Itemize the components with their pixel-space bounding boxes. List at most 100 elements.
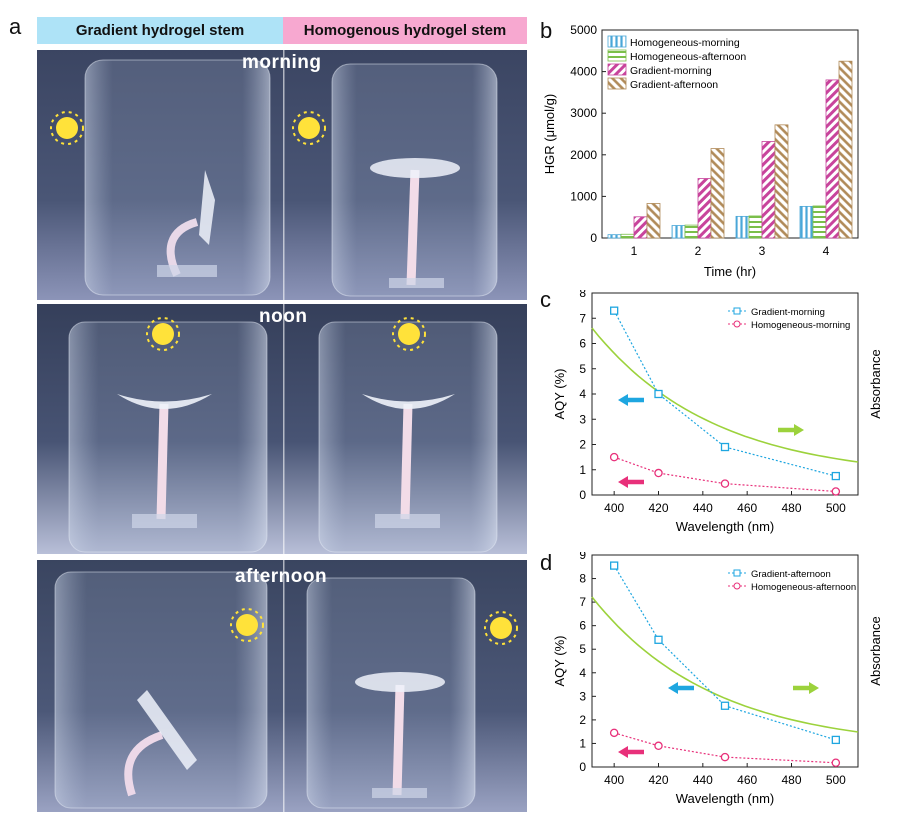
x-tick-label-b: 3 [759,244,766,258]
bulb-icon-noon-left [146,317,180,351]
bar [774,124,789,239]
x-tick-label: 420 [648,501,668,515]
x-axis-label: Wavelength (nm) [676,519,775,534]
bar [748,215,763,239]
y-tick-label: 6 [579,619,586,633]
panel-label-c: c [540,287,551,312]
legend-marker [733,320,741,328]
data-point [610,561,619,570]
y-tick-label: 5 [579,362,586,376]
absorbance-curve [591,596,859,733]
caption-morning: morning [242,52,322,73]
y-tick-label: 9 [579,552,586,562]
bar [607,234,622,239]
data-point [831,487,841,496]
axis-arrow-head [618,746,628,758]
panel-label-d: d [540,550,553,575]
y-tick-label: 4 [579,387,586,401]
panel-label-b: b [540,18,553,43]
legend-label-b: Homogeneous-morning [630,37,740,49]
legend-label: Homogeneous-afternoon [751,582,856,593]
y-tick-label: 6 [579,337,586,351]
series-line [613,732,836,764]
y2-axis-label: Absorbance [868,616,883,685]
bulb-icon-morning-right [292,111,326,145]
legend-swatch-b [607,63,627,76]
y-axis-label: AQY (%) [552,368,567,419]
bar [710,148,725,239]
x-tick-label: 460 [737,773,757,787]
bulb-icon-noon-right [392,317,426,351]
bar [671,225,686,239]
data-point [831,735,840,745]
y-tick-label: 2 [579,713,586,727]
data-point [720,701,730,710]
x-tick-label: 420 [648,773,668,787]
x-tick-label: 440 [693,501,713,515]
y-tick-label-b: 4000 [570,65,597,79]
data-point [609,452,619,462]
data-point [720,479,730,488]
legend-swatch-b [607,49,627,62]
data-point [654,389,663,399]
data-point [654,635,663,644]
x-tick-label: 440 [693,773,713,787]
bar [735,215,750,239]
y-tick-label: 0 [579,488,586,502]
legend-label: Homogeneous-morning [751,320,850,331]
absorbance-curve [591,327,859,463]
series-line [613,310,836,477]
photo-morning: morning [37,50,527,300]
bar [684,224,699,239]
bar [799,205,814,239]
y-tick-label: 3 [579,689,586,703]
y-tick-label: 0 [579,760,586,774]
caption-afternoon: afternoon [235,566,328,587]
legend-label-b: Gradient-afternoon [630,79,718,91]
legend-swatch-b [607,77,627,90]
x-axis-label: Wavelength (nm) [676,791,775,806]
legend-label: Gradient-morning [751,307,825,318]
y2-axis-label: Absorbance [868,349,883,418]
data-point [720,442,730,452]
bar [825,79,840,239]
series-line [613,456,836,493]
axis-arrow-head [618,394,628,406]
y-tick-label: 8 [579,572,586,586]
x-tick-label: 500 [826,501,846,515]
y-tick-label-b: 2000 [570,148,597,162]
legend-label-b: Gradient-morning [630,65,712,77]
bulb-icon-morning-left [50,111,84,145]
x-tick-label: 460 [737,501,757,515]
data-point [609,728,619,738]
y-tick-label-b: 5000 [570,23,597,37]
x-tick-label: 400 [604,773,624,787]
data-point [654,741,663,751]
bar [812,205,827,239]
y-tick-label: 2 [579,438,586,452]
data-point [610,306,619,315]
y-tick-label-b: 1000 [570,189,597,203]
x-tick-label: 480 [781,501,801,515]
y-tick-label: 3 [579,412,586,426]
series-line [613,565,837,741]
x-tick-label-b: 1 [631,244,638,258]
bar [620,233,635,239]
data-point [654,468,663,478]
bar [838,60,853,239]
y-tick-label-b: 0 [590,231,597,245]
legend-marker [733,569,741,577]
legend-label: Gradient-afternoon [751,569,831,580]
y-tick-label: 7 [579,595,586,609]
bar-chart-hgr: 0 1000 2000 3000 4000 5000 HGR (μmol/g) 1 2 3 4 Tim… [542,23,859,279]
y-axis-label: AQY (%) [552,635,567,686]
legend-swatch-b [607,35,627,48]
x-tick-label-b: 4 [823,244,830,258]
caption-noon: noon [259,306,308,327]
bar [697,178,712,239]
y-tick-label: 7 [579,311,586,325]
data-point [831,471,840,481]
x-axis-label-b: Time (hr) [704,264,756,279]
bar [761,141,776,239]
axis-arrow-head [668,682,678,694]
